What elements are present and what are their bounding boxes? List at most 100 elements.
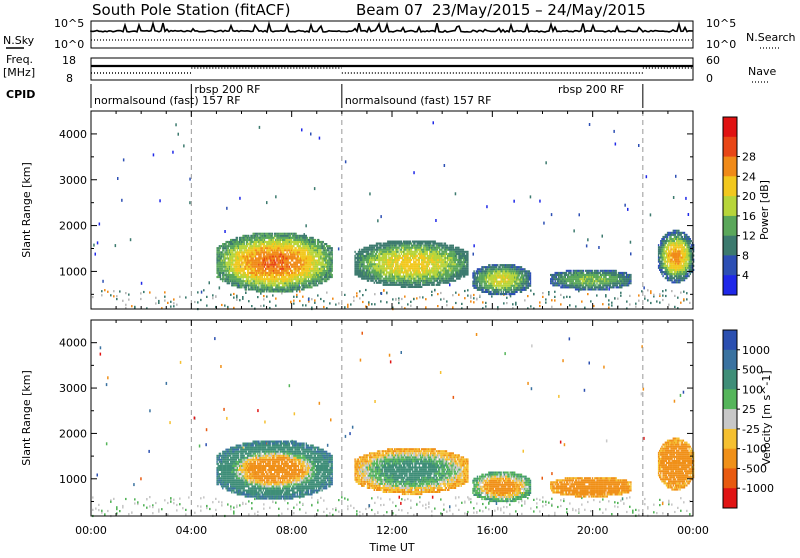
echo-cell <box>268 270 269 272</box>
echo-cell <box>436 257 437 259</box>
echo-cell <box>420 274 421 276</box>
echo-cell <box>436 276 437 278</box>
echo-cell <box>431 284 432 286</box>
echo-cell <box>245 237 246 239</box>
echo-cell <box>380 282 381 284</box>
echo-cell <box>464 253 465 255</box>
echo-cell <box>400 280 401 282</box>
echo-cell <box>245 260 246 262</box>
noise-cell <box>435 219 437 222</box>
echo-cell <box>396 251 397 253</box>
echo-cell <box>308 251 309 253</box>
echo-cell <box>311 282 312 284</box>
echo-cell <box>248 282 249 284</box>
echo-cell <box>455 247 456 249</box>
echo-cell <box>388 249 389 251</box>
echo-cell <box>506 270 507 272</box>
echo-cell <box>444 278 445 280</box>
echo-cell <box>384 249 385 251</box>
echo-cell <box>268 253 269 255</box>
echo-cell <box>316 278 317 280</box>
echo-cell <box>332 276 333 278</box>
echo-cell <box>404 265 405 267</box>
echo-cell <box>402 269 403 271</box>
echo-cell <box>377 278 378 280</box>
echo-cell <box>455 261 456 263</box>
echo-cell <box>439 271 440 273</box>
echo-cell <box>482 291 483 293</box>
echo-cell <box>264 272 265 274</box>
echo-cell <box>392 284 393 286</box>
echo-cell <box>332 260 333 262</box>
echo-cell <box>303 274 304 276</box>
echo-cell <box>256 237 257 239</box>
echo-cell <box>260 233 261 235</box>
echo-cell <box>397 249 398 251</box>
ground-scatter-cell <box>347 306 349 308</box>
ground-scatter-cell <box>263 295 265 297</box>
echo-cell <box>246 247 247 249</box>
ground-scatter-cell <box>455 302 457 304</box>
echo-cell <box>311 262 312 264</box>
echo-cell <box>506 274 507 276</box>
echo-cell <box>463 276 464 278</box>
echo-cell <box>221 253 222 255</box>
echo-cell <box>288 268 289 270</box>
echo-cell <box>292 247 293 249</box>
echo-cell <box>392 263 393 265</box>
echo-cell <box>290 235 291 237</box>
ground-scatter-cell <box>167 302 169 304</box>
ground-scatter-cell <box>542 296 544 298</box>
echo-cell <box>393 249 394 251</box>
echo-cell <box>380 276 381 278</box>
ground-scatter-cell <box>464 297 466 299</box>
echo-cell <box>229 245 230 247</box>
echo-cell <box>400 278 401 280</box>
echo-cell <box>490 283 491 285</box>
echo-cell <box>253 276 254 278</box>
echo-cell <box>382 276 383 278</box>
echo-cell <box>295 282 296 284</box>
echo-cell <box>396 253 397 255</box>
echo-cell <box>218 272 219 274</box>
echo-cell <box>380 251 381 253</box>
ground-scatter-cell <box>464 290 466 292</box>
echo-cell <box>280 245 281 247</box>
echo-cell <box>264 235 265 237</box>
echo-cell <box>311 253 312 255</box>
ground-scatter-cell <box>356 292 358 294</box>
echo-cell <box>280 241 281 243</box>
echo-cell <box>495 277 496 279</box>
echo-cell <box>248 247 249 249</box>
echo-cell <box>501 291 502 293</box>
ground-scatter-cell <box>620 292 622 294</box>
ground-scatter-cell <box>530 290 532 292</box>
echo-cell <box>311 260 312 262</box>
echo-cell <box>260 268 261 270</box>
echo-cell <box>400 263 401 265</box>
echo-cell <box>419 259 420 261</box>
echo-cell <box>225 276 226 278</box>
echo-cell <box>237 276 238 278</box>
echo-cell <box>267 262 268 264</box>
echo-cell <box>256 262 257 264</box>
echo-cell <box>256 260 257 262</box>
echo-cell <box>377 257 378 259</box>
ground-scatter-cell <box>362 301 364 303</box>
noise-cell <box>473 253 475 256</box>
ground-scatter-cell <box>116 298 118 300</box>
echo-cell <box>499 272 500 274</box>
ground-scatter-cell <box>263 298 265 300</box>
nsearch-label: N.Search <box>746 31 796 44</box>
echo-cell <box>412 274 413 276</box>
echo-cell <box>404 259 405 261</box>
echo-cell <box>295 270 296 272</box>
echo-cell <box>475 274 476 276</box>
echo-cell <box>321 280 322 282</box>
echo-cell <box>245 272 246 274</box>
echo-cell <box>405 278 406 280</box>
echo-cell <box>268 245 269 247</box>
echo-cell <box>479 287 480 289</box>
echo-cell <box>487 281 488 283</box>
echo-cell <box>229 243 230 245</box>
